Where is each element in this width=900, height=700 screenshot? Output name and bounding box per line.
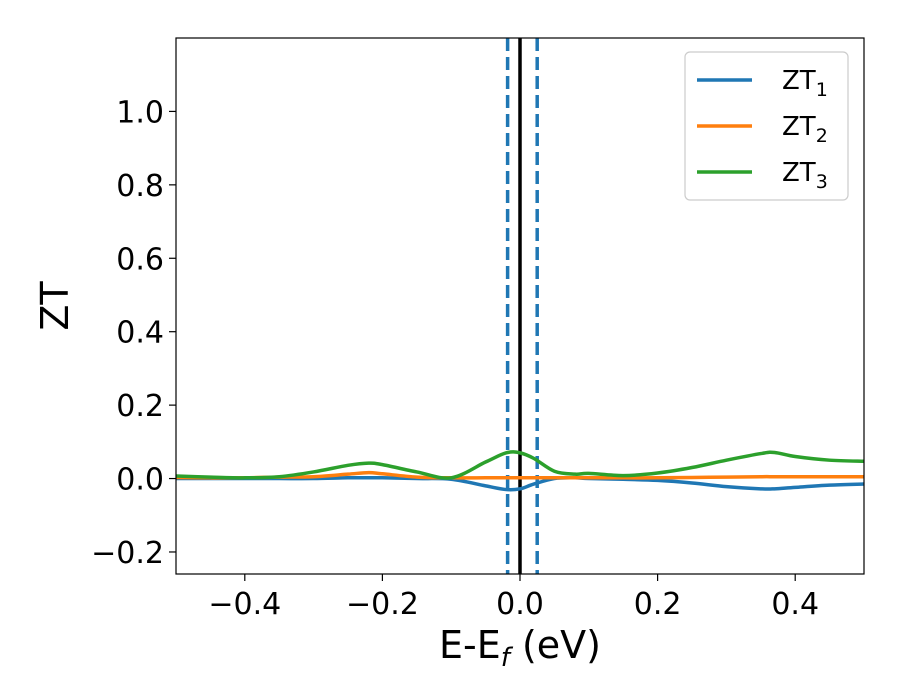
x-axis-ticks: −0.4 −0.2 0.0 0.2 0.4 (208, 574, 819, 622)
x-tick-label: −0.4 (208, 587, 281, 622)
y-tick-label: −0.2 (91, 536, 164, 571)
series-line-zt1 (176, 476, 864, 492)
legend-label-zt3: ZT3 (782, 158, 828, 193)
x-axis-label-unit: (eV) (510, 623, 601, 667)
y-tick-label: 0.2 (116, 389, 164, 424)
x-tick-label: 0.0 (496, 587, 544, 622)
legend-label-zt2: ZT2 (782, 112, 828, 147)
y-axis-label: ZT (33, 281, 77, 331)
series-line-zt2 (176, 470, 864, 480)
legend-frame (684, 51, 849, 201)
y-tick-label: 1.0 (116, 95, 164, 130)
series-layer (176, 450, 864, 492)
x-tick-label: −0.2 (346, 587, 419, 622)
y-axis-ticks: −0.2 0.0 0.2 0.4 0.6 0.8 1.0 (91, 95, 176, 571)
x-tick-label: 0.4 (771, 587, 819, 622)
y-tick-label: 0.0 (116, 463, 164, 498)
legend-label-zt1: ZT1 (782, 66, 828, 101)
series-line-zt3 (176, 450, 864, 480)
legend: ZT1 ZT2 ZT3 (684, 51, 849, 201)
y-tick-label: 0.6 (116, 242, 164, 277)
x-axis-label: E-Ef (eV) (439, 623, 601, 673)
y-tick-label: 0.4 (116, 316, 164, 351)
y-tick-label: 0.8 (116, 169, 164, 204)
x-tick-label: 0.2 (634, 587, 682, 622)
